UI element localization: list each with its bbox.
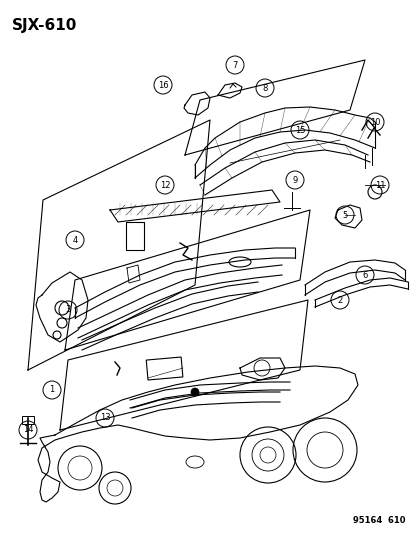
Text: 6: 6 xyxy=(361,271,367,279)
Circle shape xyxy=(190,388,199,396)
Text: 5: 5 xyxy=(342,211,347,220)
Text: 95164  610: 95164 610 xyxy=(353,516,405,525)
Text: 13: 13 xyxy=(100,414,110,423)
Text: 14: 14 xyxy=(23,425,33,434)
Text: 7: 7 xyxy=(232,61,237,69)
Bar xyxy=(126,222,144,250)
Text: 16: 16 xyxy=(157,80,168,90)
Text: 12: 12 xyxy=(159,181,170,190)
Text: 10: 10 xyxy=(369,117,379,126)
Bar xyxy=(146,357,183,380)
Bar xyxy=(22,416,34,424)
Text: 4: 4 xyxy=(72,236,78,245)
Text: SJX-610: SJX-610 xyxy=(12,18,77,33)
Text: 2: 2 xyxy=(337,295,342,304)
Text: 8: 8 xyxy=(262,84,267,93)
Text: 1: 1 xyxy=(49,385,55,394)
Text: 9: 9 xyxy=(292,175,297,184)
Text: 3: 3 xyxy=(65,305,71,314)
Text: 11: 11 xyxy=(374,181,385,190)
Text: 15: 15 xyxy=(294,125,304,134)
